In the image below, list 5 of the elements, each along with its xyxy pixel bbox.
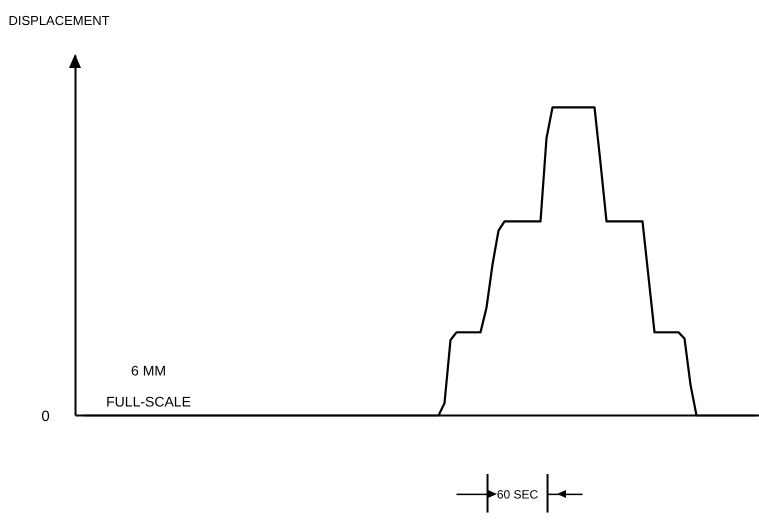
text: 0 [41,408,50,426]
text: 60 SEC [496,487,539,502]
annotation: 6 MM [131,362,166,379]
text: DISPLACEMENT [8,13,110,28]
annotation: FULL-SCALE [106,394,191,410]
